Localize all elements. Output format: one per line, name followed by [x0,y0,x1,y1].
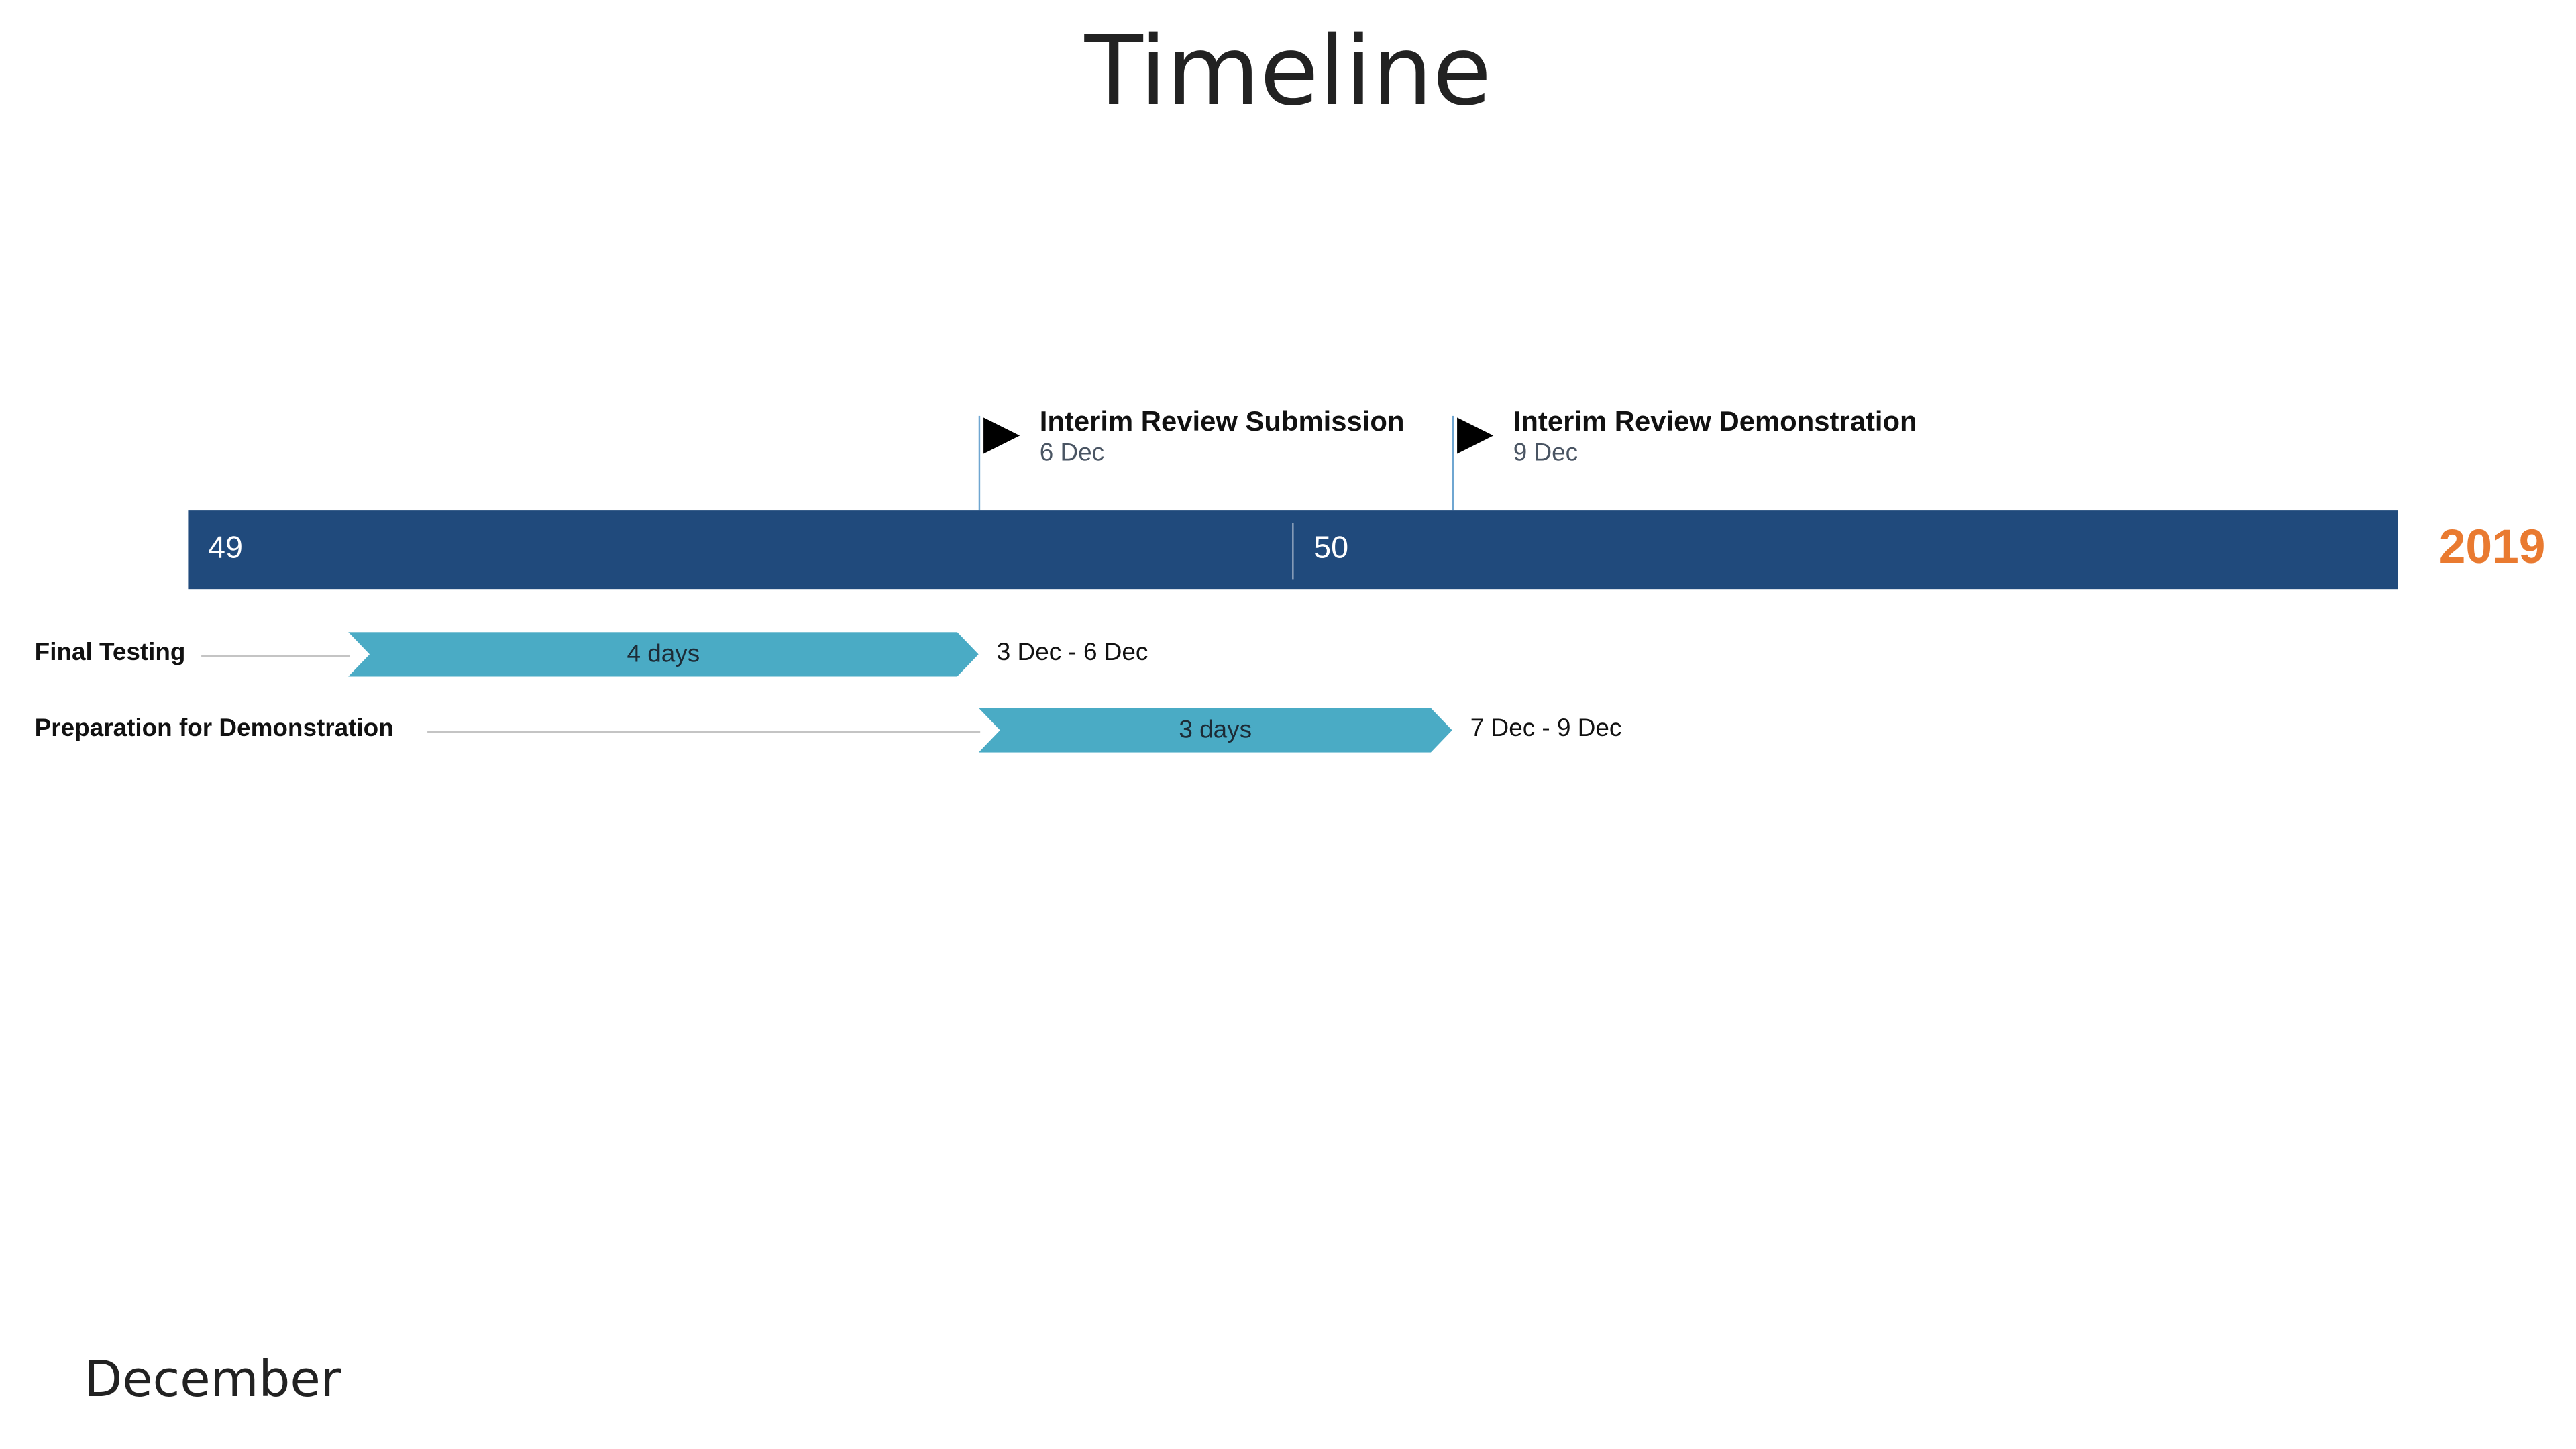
milestone-line [978,415,981,511]
week-divider [1292,523,1294,580]
task-bar-preparation-for-demonstration[interactable]: 3 days [979,708,1452,752]
week-label-50: 50 [1313,531,1349,566]
page-title: Timeline [1084,15,1492,127]
task-connector [201,655,350,657]
year-label: 2019 [2438,521,2546,575]
flag-icon [1457,417,1494,454]
time-scale-bar: 49 50 [188,510,2398,590]
milestone-date: 6 Dec [1039,439,1105,468]
task-duration: 3 days [1179,716,1252,745]
week-label-49: 49 [207,531,243,566]
milestone-line [1452,415,1454,511]
flag-icon [983,417,1020,454]
milestone-date: 9 Dec [1513,439,1578,468]
task-date-range: 7 Dec - 9 Dec [1470,714,1622,743]
milestone-name: Interim Review Submission [1039,406,1405,437]
milestone-name: Interim Review Demonstration [1513,406,1917,437]
task-duration: 4 days [627,640,700,669]
task-label-final-testing: Final Testing [34,638,186,667]
task-date-range: 3 Dec - 6 Dec [996,638,1148,667]
task-connector [427,731,981,733]
month-label: December [84,1351,341,1409]
task-label-preparation-for-demonstration: Preparation for Demonstration [34,714,394,743]
task-bar-final-testing[interactable]: 4 days [348,632,979,676]
